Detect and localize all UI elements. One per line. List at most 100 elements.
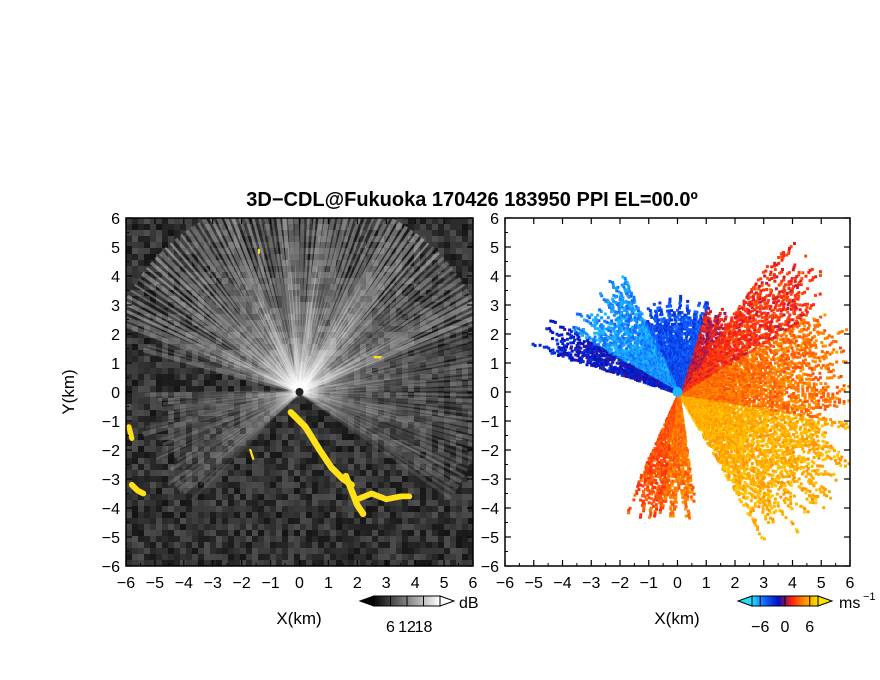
velocity-pixel <box>763 461 767 465</box>
noise-cell <box>306 356 312 362</box>
noise-cell <box>210 308 216 314</box>
noise-cell <box>240 542 246 548</box>
velocity-pixel <box>751 508 755 512</box>
noise-cell <box>426 458 432 464</box>
noise-cell <box>186 410 192 416</box>
noise-cell <box>414 374 420 380</box>
noise-cell <box>348 302 354 308</box>
noise-cell <box>246 362 252 368</box>
noise-cell <box>162 314 168 320</box>
noise-cell <box>318 470 324 476</box>
noise-cell <box>414 332 420 338</box>
velocity-pixel <box>740 474 743 478</box>
noise-cell <box>414 356 420 362</box>
noise-cell <box>330 224 336 230</box>
noise-cell <box>414 308 420 314</box>
noise-cell <box>240 332 246 338</box>
noise-cell <box>276 560 282 566</box>
velocity-pixel <box>738 436 742 440</box>
noise-cell <box>234 458 240 464</box>
beam-streak <box>251 218 301 393</box>
noise-cell <box>420 518 426 524</box>
noise-cell <box>432 362 438 368</box>
noise-cell <box>222 368 228 374</box>
noise-cell <box>168 392 174 398</box>
velocity-pixel <box>727 466 731 470</box>
noise-cell <box>300 218 306 224</box>
noise-cell <box>156 440 162 446</box>
backscatter-x-tick-label: −6 <box>117 575 135 592</box>
noise-cell <box>456 476 462 482</box>
velocity-pixel <box>723 433 727 437</box>
noise-cell <box>162 452 168 458</box>
noise-cell <box>222 482 228 488</box>
noise-cell <box>348 356 354 362</box>
noise-cell <box>426 536 432 542</box>
noise-cell <box>150 392 156 398</box>
velocity-pixel <box>816 472 820 476</box>
noise-cell <box>330 350 336 356</box>
noise-cell <box>336 554 342 560</box>
noise-cell <box>282 548 288 554</box>
velocity-pixel <box>785 488 789 492</box>
noise-cell <box>126 290 132 296</box>
noise-cell <box>240 524 246 530</box>
noise-cell <box>288 272 294 278</box>
noise-cell <box>360 278 366 284</box>
noise-cell <box>252 416 258 422</box>
noise-cell <box>138 224 144 230</box>
beam-streak <box>147 344 300 393</box>
noise-cell <box>414 350 420 356</box>
noise-cell <box>324 356 330 362</box>
velocity-pixel <box>810 469 814 473</box>
beam-streak <box>297 233 420 394</box>
noise-cell <box>276 536 282 542</box>
velocity-pixel <box>781 512 785 516</box>
noise-cell <box>216 554 222 560</box>
noise-cell <box>186 254 192 260</box>
noise-cell <box>366 350 372 356</box>
noise-cell <box>246 302 252 308</box>
noise-cell <box>318 278 324 284</box>
noise-cell <box>198 242 204 248</box>
noise-cell <box>336 344 342 350</box>
noise-cell <box>366 548 372 554</box>
noise-cell <box>276 374 282 380</box>
noise-cell <box>228 554 234 560</box>
velocity-pixel <box>726 440 730 444</box>
noise-cell <box>384 530 390 536</box>
noise-cell <box>192 224 198 230</box>
noise-cell <box>144 332 150 338</box>
velocity-pixel <box>762 501 766 505</box>
noise-cell <box>360 344 366 350</box>
noise-cell <box>462 356 468 362</box>
noise-cell <box>342 410 348 416</box>
noise-cell <box>402 398 408 404</box>
noise-cell <box>390 266 396 272</box>
beam-streak <box>166 390 301 486</box>
noise-cell <box>444 482 450 488</box>
noise-cell <box>354 356 360 362</box>
noise-cell <box>300 428 306 434</box>
noise-cell <box>162 230 168 236</box>
noise-cell <box>222 248 228 254</box>
velocity-pixel <box>778 456 782 460</box>
velocity-pixel <box>734 446 738 449</box>
noise-cell <box>414 290 420 296</box>
noise-cell <box>402 458 408 464</box>
velocity-pixel <box>752 441 756 445</box>
noise-cell <box>282 422 288 428</box>
noise-cell <box>180 560 186 566</box>
noise-cell <box>132 434 138 440</box>
beam-streak <box>144 389 300 397</box>
noise-cell <box>156 554 162 560</box>
noise-cell <box>360 524 366 530</box>
velocity-pixel <box>768 457 772 461</box>
noise-cell <box>288 254 294 260</box>
noise-cell <box>426 398 432 404</box>
noise-cell <box>420 506 426 512</box>
noise-cell <box>432 374 438 380</box>
noise-cell <box>234 422 240 428</box>
noise-cell <box>444 416 450 422</box>
noise-cell <box>192 560 198 566</box>
